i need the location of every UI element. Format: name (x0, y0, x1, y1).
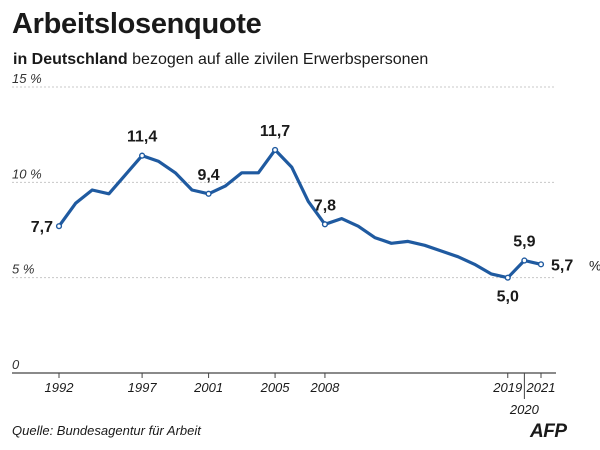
data-label: 5,9 (513, 234, 535, 251)
x-tick-label: 1992 (45, 380, 75, 395)
y-tick-label: 15 % (12, 71, 42, 86)
x-tick-label: 2019 (492, 380, 522, 395)
unit-label: % (589, 257, 600, 273)
data-point-marker (205, 190, 212, 197)
data-label: 5,0 (497, 289, 519, 306)
data-point-marker (521, 257, 528, 264)
y-tick-label: 5 % (12, 262, 34, 277)
data-point-marker (504, 274, 511, 281)
data-label: 11,7 (260, 123, 290, 140)
subtitle-strong: in Deutschland (13, 51, 128, 68)
x-tick-label: 2020 (509, 402, 540, 417)
data-point-marker (537, 261, 545, 268)
data-point-marker (139, 152, 146, 159)
data-point-marker (321, 221, 329, 228)
x-tick-label: 2001 (193, 380, 223, 395)
chart-title: Arbeitslosenquote (12, 8, 262, 40)
x-tick-label: 2005 (260, 380, 291, 395)
data-point-marker (55, 223, 63, 230)
data-label: 5,7 (551, 257, 573, 274)
data-label: 9,4 (197, 167, 219, 184)
data-point-marker (271, 146, 279, 154)
chart-subtitle: in Deutschland bezogen auf alle zivilen … (13, 51, 428, 69)
series-line (57, 148, 543, 280)
data-label: 11,4 (127, 129, 157, 146)
x-tick-label: 2008 (309, 380, 340, 395)
data-label: 7,7 (31, 219, 53, 236)
subtitle-rest: bezogen auf alle zivilen Erwerbspersonen (132, 51, 429, 68)
x-tick-label: 2021 (526, 380, 556, 395)
y-tick-label: 0 (12, 357, 20, 372)
x-tick-label: 1997 (128, 380, 158, 395)
afp-logo: AFP (530, 421, 567, 443)
afp-logo-text: AFP (530, 421, 567, 442)
data-label: 7,8 (314, 197, 336, 214)
y-tick-label: 10 % (12, 166, 42, 181)
source-note: Quelle: Bundesagentur für Arbeit (12, 423, 201, 438)
